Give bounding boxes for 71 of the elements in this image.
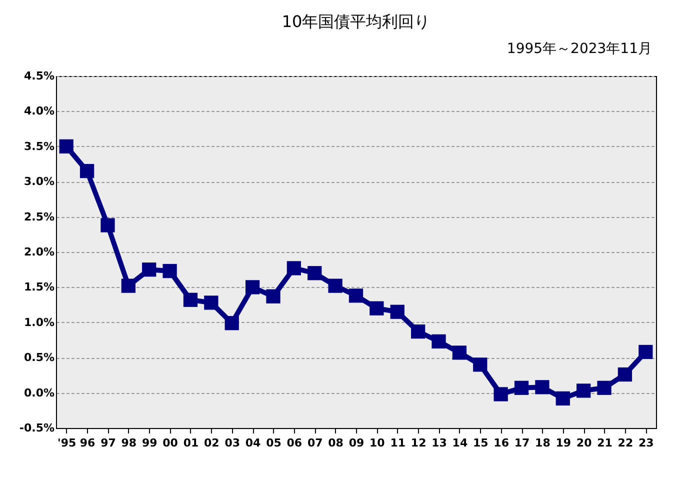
point — [204, 296, 218, 310]
x-tick-label: 01 — [183, 436, 199, 450]
point — [308, 266, 322, 280]
point — [162, 264, 177, 278]
x-tick-label: 14 — [452, 436, 468, 450]
point — [183, 292, 198, 307]
x-tick-label: 19 — [556, 436, 572, 450]
y-tick-label: 4.0% — [24, 104, 54, 118]
x-tick-label: 97 — [100, 436, 116, 450]
x-tick-label: 05 — [266, 436, 282, 450]
point — [390, 304, 404, 319]
point — [286, 261, 301, 276]
y-tick-label: 4.5% — [24, 70, 54, 82]
point — [100, 218, 115, 232]
point — [576, 384, 591, 398]
x-tick-label: 03 — [224, 436, 240, 450]
x-tick-label: 16 — [494, 436, 510, 450]
point — [245, 280, 260, 294]
y-tick-label: 1.0% — [24, 316, 54, 329]
x-tick-label: 17 — [514, 436, 530, 450]
y-tick-label: 3.0% — [24, 175, 54, 188]
point — [121, 278, 136, 293]
point — [142, 262, 156, 277]
point — [452, 346, 467, 360]
x-tick-label: 00 — [162, 436, 178, 450]
point — [618, 367, 632, 382]
chart-title: 10年国債平均利回り — [282, 12, 430, 31]
point — [411, 324, 426, 339]
point — [473, 358, 488, 372]
point — [432, 334, 446, 348]
x-tick-label: 11 — [390, 436, 406, 450]
point — [535, 380, 550, 394]
x-tick-label: 04 — [245, 436, 262, 450]
x-tick-label: 21 — [597, 436, 612, 450]
point — [638, 344, 653, 360]
x-tick-label: 99 — [142, 436, 158, 450]
x-tick-label: 06 — [286, 436, 302, 450]
x-tick-label: 08 — [328, 436, 344, 450]
point — [597, 380, 612, 395]
x-tick-label: 07 — [307, 436, 323, 450]
point — [514, 380, 529, 395]
x-tick-label: 02 — [204, 436, 220, 450]
y-tick-label: 3.5% — [24, 140, 54, 153]
point — [494, 387, 508, 402]
x-tick-label: 12 — [410, 436, 426, 450]
x-tick-label: 15 — [472, 436, 488, 450]
x-tick-label: 96 — [80, 436, 96, 450]
x-tick-label: 09 — [348, 436, 364, 450]
point — [224, 316, 239, 330]
y-tick-label: -0.5% — [19, 422, 54, 434]
x-tick-label: 20 — [576, 436, 592, 450]
y-tick-label: 2.5% — [24, 210, 54, 224]
x-tick-label: 18 — [535, 436, 550, 450]
x-tick-label: 10 — [370, 436, 386, 450]
point — [328, 278, 342, 293]
y-tick-label: 2.0% — [24, 246, 54, 258]
x-tick-label: '95 — [58, 436, 76, 450]
x-tick-label: 23 — [638, 436, 654, 450]
point — [348, 288, 364, 303]
chart-subtitle: 1995年～2023年11月 — [506, 41, 652, 57]
x-tick-label: 22 — [618, 436, 634, 450]
y-tick-label: 0.5% — [24, 351, 54, 364]
point — [266, 289, 280, 304]
x-tick-label: 13 — [432, 436, 447, 450]
point — [59, 139, 74, 154]
point — [556, 391, 570, 406]
y-tick-label: 0.0% — [24, 386, 54, 400]
point — [370, 301, 384, 316]
y-tick-label: 1.5% — [24, 280, 54, 294]
point — [80, 164, 94, 178]
x-tick-label: 98 — [121, 436, 137, 450]
